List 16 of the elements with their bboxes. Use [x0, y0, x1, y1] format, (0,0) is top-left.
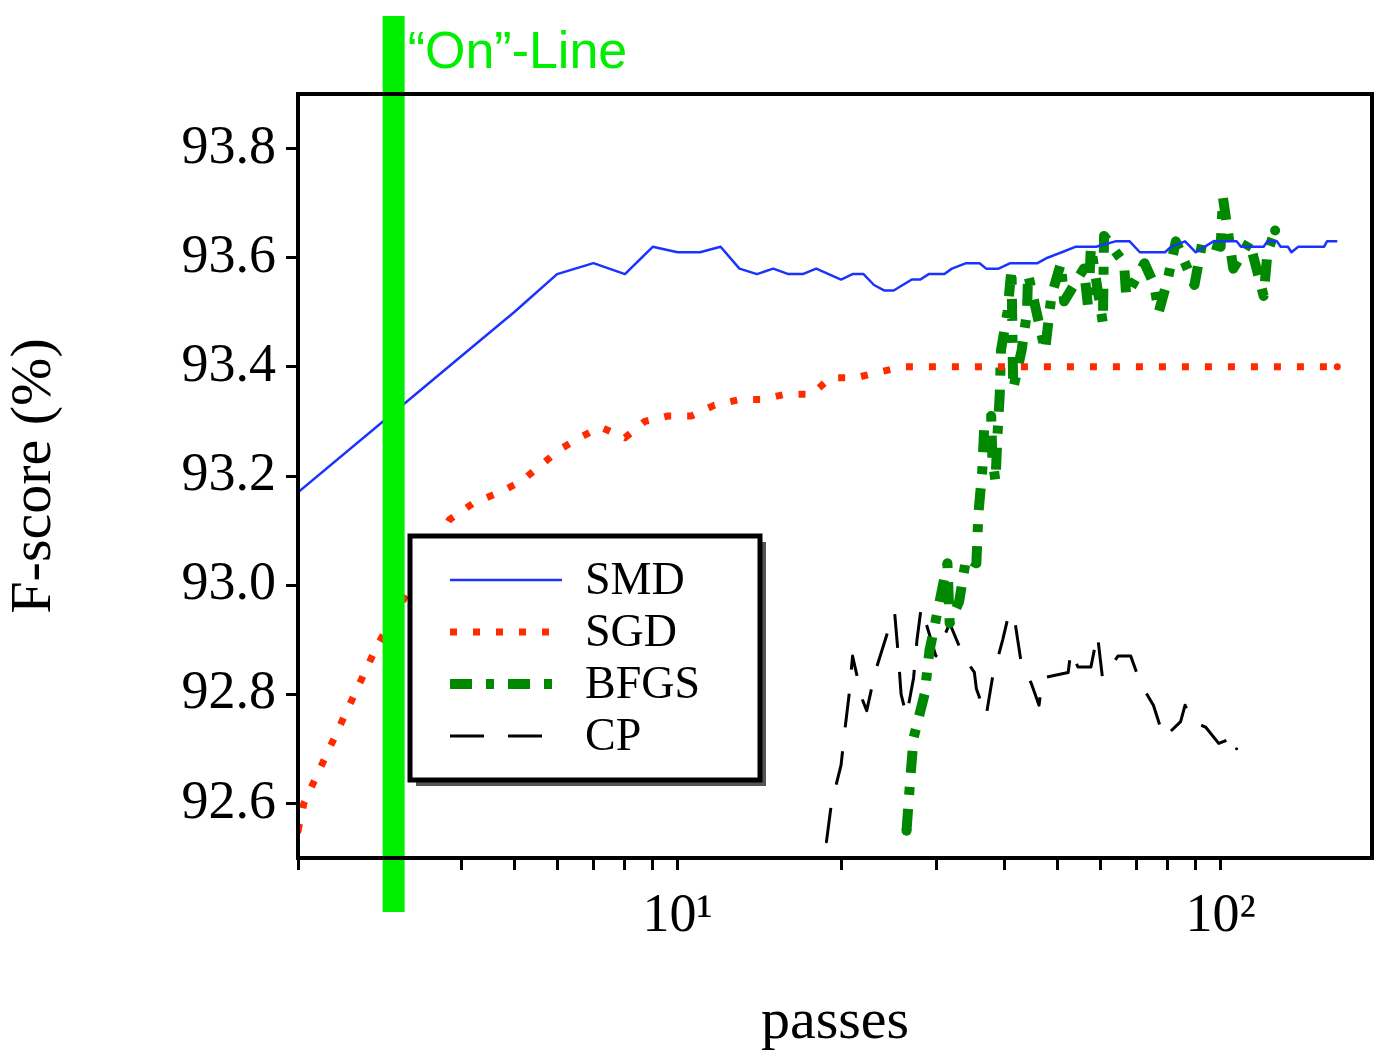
y-tick-label: 92.6 — [181, 769, 276, 830]
y-tick-label: 93.4 — [181, 333, 276, 394]
y-tick-label: 93.0 — [181, 551, 276, 612]
y-tick-label: 93.8 — [181, 114, 276, 175]
y-tick-label: 92.8 — [181, 660, 276, 721]
y-axis-title: F-score (%) — [0, 338, 64, 614]
legend-label: CP — [585, 709, 642, 761]
legend-label: SGD — [585, 605, 678, 657]
legend-label: SMD — [585, 553, 685, 605]
x-axis-title: passes — [760, 986, 910, 1052]
x-tick-label: 10² — [1185, 882, 1256, 943]
y-tick-label: 93.6 — [181, 223, 276, 284]
y-tick-label: 93.2 — [181, 442, 276, 503]
ref-line-label: “On”-Line — [407, 21, 628, 79]
legend-label: BFGS — [585, 657, 701, 709]
x-tick-label: 10¹ — [642, 882, 713, 943]
